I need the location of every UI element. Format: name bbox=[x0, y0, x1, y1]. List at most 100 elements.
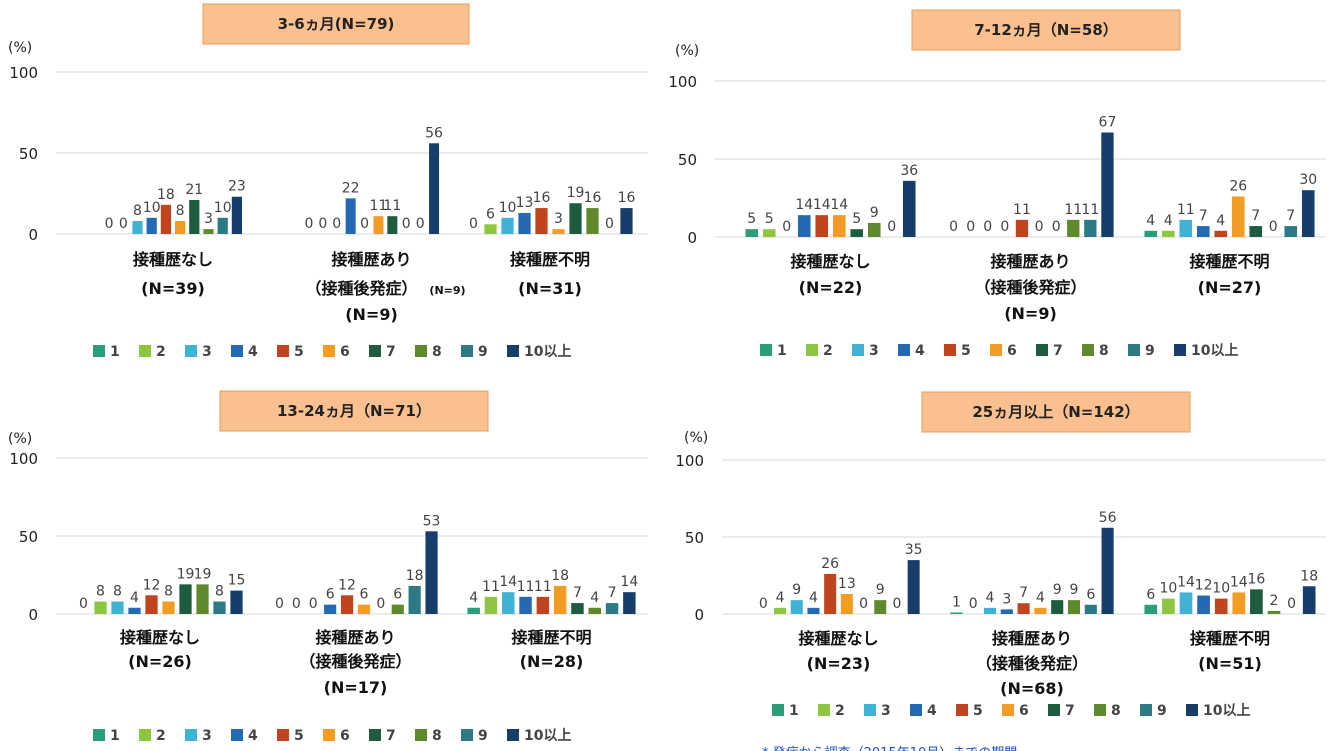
data-label: 8 bbox=[133, 203, 142, 219]
data-label: 0 bbox=[105, 216, 114, 232]
category-label: 接種歴なし bbox=[120, 628, 200, 647]
bar bbox=[1144, 230, 1158, 237]
data-label: 35 bbox=[905, 542, 923, 558]
data-label: 9 bbox=[1070, 582, 1079, 598]
data-label: 14 bbox=[620, 574, 638, 590]
legend-swatch bbox=[990, 344, 1002, 356]
data-label: 26 bbox=[1229, 178, 1247, 194]
data-label: 0 bbox=[318, 216, 327, 232]
legend-label: 2 bbox=[823, 343, 833, 359]
legend-swatch bbox=[1128, 344, 1140, 356]
legend-label: 5 bbox=[961, 343, 971, 359]
category-label: (N=22) bbox=[799, 278, 863, 297]
data-label: 0 bbox=[983, 219, 992, 235]
data-label: 0 bbox=[79, 596, 88, 612]
data-label: 11 bbox=[370, 198, 388, 214]
legend-label: 5 bbox=[294, 344, 304, 360]
category-label: (N=51) bbox=[1198, 654, 1262, 673]
bar bbox=[815, 215, 829, 237]
legend-swatch bbox=[806, 344, 818, 356]
bar bbox=[518, 212, 531, 234]
data-label: 67 bbox=[1099, 114, 1117, 130]
bar bbox=[196, 584, 209, 614]
bar bbox=[1034, 607, 1047, 614]
category-label: （接種後発症） bbox=[305, 279, 417, 298]
data-label: 13 bbox=[838, 576, 856, 592]
data-label: 8 bbox=[176, 203, 185, 219]
legend-label: 3 bbox=[202, 344, 212, 360]
bar bbox=[623, 592, 636, 614]
data-label: 6 bbox=[393, 587, 402, 603]
bar bbox=[501, 217, 514, 234]
data-label: 4 bbox=[130, 590, 139, 606]
bar bbox=[1214, 598, 1228, 614]
bar bbox=[790, 600, 803, 614]
bar bbox=[324, 604, 337, 614]
data-label: 56 bbox=[425, 125, 443, 141]
category-label: （接種後発症） bbox=[974, 278, 1086, 297]
bar bbox=[132, 221, 143, 234]
bar bbox=[1084, 604, 1097, 614]
bar bbox=[1232, 592, 1246, 614]
chart-title-box bbox=[219, 390, 489, 432]
y-unit-label: (%) bbox=[684, 430, 708, 446]
footnote: * 発症から調査（2015年10月）までの期間 bbox=[762, 746, 1017, 751]
bar bbox=[128, 607, 141, 614]
data-label: 10 bbox=[214, 200, 232, 216]
data-label: 5 bbox=[765, 211, 774, 227]
bar bbox=[1267, 610, 1281, 614]
legend-swatch bbox=[956, 704, 968, 716]
legend-swatch bbox=[818, 704, 830, 716]
data-label: 0 bbox=[376, 596, 385, 612]
bar bbox=[1301, 190, 1315, 237]
data-label: 18 bbox=[406, 568, 424, 584]
legend-swatch bbox=[185, 345, 197, 357]
legend-swatch bbox=[139, 729, 151, 741]
legend-label: 1 bbox=[110, 728, 120, 744]
data-label: 4 bbox=[1164, 213, 1173, 229]
data-label: 6 bbox=[1146, 587, 1155, 603]
legend-swatch bbox=[852, 344, 864, 356]
data-label: 10 bbox=[1159, 581, 1177, 597]
data-label: 0 bbox=[969, 596, 978, 612]
category-label: 接種歴なし bbox=[133, 250, 213, 269]
legend-swatch bbox=[277, 345, 289, 357]
data-label: 1 bbox=[952, 594, 961, 610]
category-label: 接種歴あり bbox=[990, 252, 1070, 271]
data-label: 18 bbox=[157, 187, 175, 203]
legend-label: 6 bbox=[340, 728, 350, 744]
y-tick-label: 50 bbox=[19, 145, 38, 163]
bar bbox=[536, 596, 550, 614]
data-label: 22 bbox=[342, 180, 360, 196]
bar bbox=[1231, 196, 1245, 237]
y-tick-label: 100 bbox=[9, 450, 38, 468]
bar bbox=[774, 607, 787, 614]
legend-swatch bbox=[415, 729, 427, 741]
bar bbox=[429, 143, 440, 234]
legend-swatch bbox=[944, 344, 956, 356]
data-label: 0 bbox=[119, 216, 128, 232]
legend-swatch bbox=[507, 345, 519, 357]
legend-swatch bbox=[93, 729, 105, 741]
legend-label: 10以上 bbox=[524, 344, 571, 360]
legend-label: 7 bbox=[386, 728, 396, 744]
legend-swatch bbox=[369, 729, 381, 741]
legend-label: 7 bbox=[1053, 343, 1063, 359]
data-label: 0 bbox=[1052, 219, 1061, 235]
y-tick-label: 50 bbox=[19, 528, 38, 546]
data-label: 12 bbox=[1195, 578, 1213, 594]
data-label: 4 bbox=[776, 590, 785, 606]
legend-swatch bbox=[864, 704, 876, 716]
data-label: 23 bbox=[228, 179, 246, 195]
bar bbox=[867, 222, 881, 237]
legend-label: 10以上 bbox=[1191, 343, 1238, 359]
bar bbox=[1161, 230, 1175, 237]
data-label: 13 bbox=[516, 195, 534, 211]
chart-title-box bbox=[202, 3, 470, 45]
bar bbox=[217, 217, 228, 234]
bar bbox=[146, 217, 157, 234]
chart-title-box bbox=[911, 9, 1181, 51]
data-label: 0 bbox=[360, 216, 369, 232]
